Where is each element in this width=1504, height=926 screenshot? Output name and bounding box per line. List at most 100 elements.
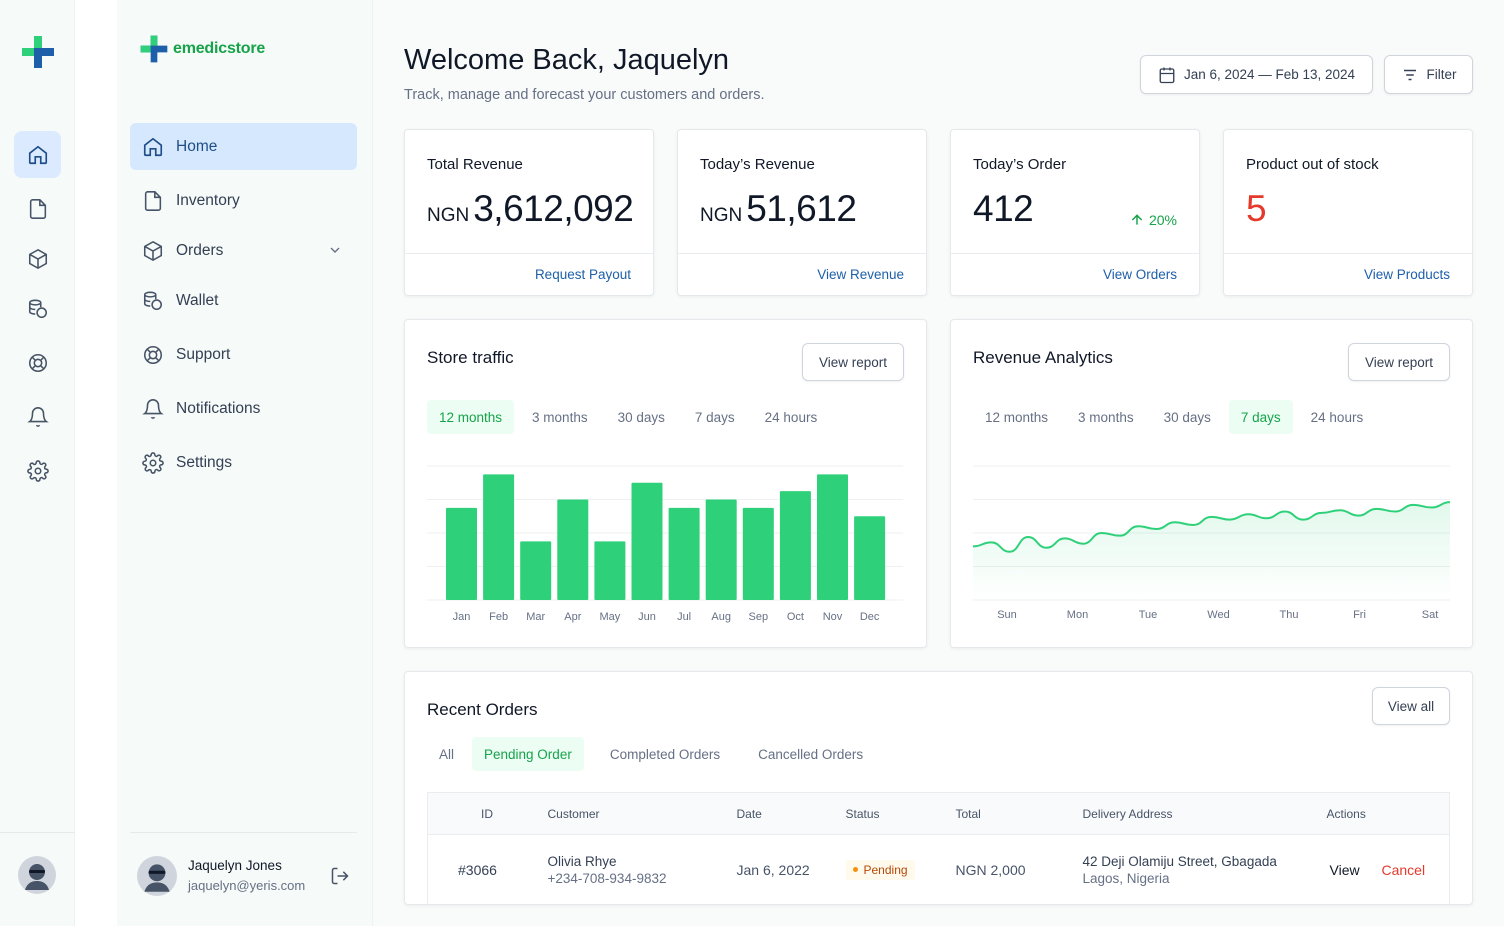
column-header[interactable]: Actions [1326,792,1450,835]
view-products-link[interactable]: View Products [1363,267,1450,282]
date-range-button[interactable]: Jan 6, 2024 — Feb 13, 2024 [1140,55,1373,94]
bar-apr [557,499,589,600]
filter-label: Filter [1426,67,1457,82]
x-tick-label: Jun [638,611,656,623]
view-order-link[interactable]: View [1329,861,1360,878]
stat-card-todays-order: Today’s Order 412 20% View Orders [950,129,1200,296]
stat-number: 412 [973,188,1034,229]
sidebar: emedicstore Home Inventory Orders Wallet… [117,0,373,926]
home-icon [143,137,163,156]
tab-7-days[interactable]: 7 days [1228,400,1293,434]
column-header[interactable]: Customer [547,792,737,835]
user-card[interactable]: Jaquelyn Jones jaquelyn@yeris.com [137,856,352,896]
series-line [973,501,1451,553]
column-header[interactable]: Status [845,792,956,835]
bar-nov [817,474,848,600]
tab-12-months[interactable]: 12 months [427,400,515,434]
rail-gear-icon[interactable] [14,447,61,494]
stat-number: 51,612 [746,188,857,229]
sidebar-item-label: Orders [176,241,224,259]
tab-30-days[interactable]: 30 days [617,409,665,425]
sidebar-item-inventory[interactable]: Inventory [130,177,357,224]
card-title: Recent Orders [427,700,538,719]
card-divider [951,253,1199,254]
area-fill [973,502,1450,600]
tab-completed[interactable]: Completed Orders [609,746,721,762]
view-orders-link[interactable]: View Orders [1102,267,1177,282]
order-total: NGN 2,000 [955,861,1026,878]
revenue-tabs: 12 months 3 months 30 days 7 days 24 hou… [973,400,1375,434]
tab-3-months[interactable]: 3 months [1078,409,1134,425]
rail-box-icon[interactable] [14,235,61,282]
rail-lifebuoy-icon[interactable] [14,339,61,386]
sidebar-item-support[interactable]: Support [130,331,357,378]
cancel-order-link[interactable]: Cancel [1381,861,1426,878]
orders-tabs: All Pending Order Completed Orders Cance… [405,737,875,771]
page-subtitle: Track, manage and forecast your customer… [404,87,765,103]
column-header[interactable]: Date [736,792,846,835]
box-icon [143,240,163,261]
sidebar-item-label: Inventory [176,191,240,209]
main-content: Welcome Back, Jaquelyn Track, manage and… [373,0,1504,926]
view-all-button[interactable]: View all [1372,687,1450,725]
trend-indicator: 20% [1129,212,1177,228]
stat-value: NGN 51,612 [700,188,857,230]
rail-coins-icon[interactable] [14,285,61,332]
tab-30-days[interactable]: 30 days [1163,409,1211,425]
sidebar-item-settings[interactable]: Settings [130,439,357,486]
stat-label: Today’s Order [973,156,1067,173]
tab-24-hours[interactable]: 24 hours [1310,409,1364,425]
trend-value: 20% [1148,212,1177,228]
column-header[interactable]: Total [955,792,1083,835]
card-divider [1224,253,1472,254]
sidebar-item-notifications[interactable]: Notifications [130,385,357,432]
tab-cancelled[interactable]: Cancelled Orders [758,746,864,762]
x-tick-label: May [600,611,621,623]
address-cell: 42 Deji Olamiju Street, Gbagada Lagos, N… [1083,835,1327,905]
tab-pending[interactable]: Pending Order [472,737,584,771]
logo-icon[interactable] [20,34,56,75]
chevron-down-icon[interactable] [327,242,343,258]
card-divider [678,253,926,254]
rail-bell-icon[interactable] [14,393,61,440]
tab-all[interactable]: All [439,746,455,762]
x-tick-label: Sun [997,609,1017,621]
sidebar-item-label: Home [176,137,218,155]
bar-jul [668,507,700,600]
brand[interactable]: emedicstore [139,34,265,64]
file-icon [144,190,162,211]
address-city: Lagos, Nigeria [1082,870,1170,886]
view-report-button[interactable]: View report [1348,343,1450,381]
rail-file-icon[interactable] [14,185,61,232]
lifebuoy-icon [143,345,163,364]
table-row[interactable]: #3066 Olivia Rhye +234-708-934-9832 Jan … [428,835,1450,905]
column-header[interactable]: ID [427,792,548,835]
rail-home-icon[interactable] [14,131,61,178]
sidebar-item-home[interactable]: Home [130,123,357,170]
sidebar-item-orders[interactable]: Orders [130,227,357,274]
view-report-button[interactable]: View report [802,343,904,381]
x-tick-label: Jan [453,611,471,623]
stat-card-total-revenue: Total Revenue NGN 3,612,092 Request Payou… [404,129,654,296]
customer-cell: Olivia Rhye +234-708-934-9832 [548,835,737,905]
card-title: Store traffic [427,348,514,367]
revenue-area-chart: Sun Mon Tue Wed Thu Fri Sat [973,465,1451,621]
filter-button[interactable]: Filter [1384,55,1473,94]
tab-24-hours[interactable]: 24 hours [764,409,818,425]
sidebar-divider [130,832,357,833]
logout-icon[interactable] [330,866,350,886]
status-cell: Pending [845,835,956,905]
status-label: Pending [863,862,908,877]
filter-icon [1403,69,1416,80]
sidebar-item-wallet[interactable]: Wallet [130,277,357,324]
store-traffic-bar-chart: Jan Feb Mar Apr May Jun Jul Aug Sep Oct Nov Dec [427,465,903,623]
avatar[interactable] [18,856,56,899]
tab-7-days[interactable]: 7 days [694,409,735,425]
tab-3-months[interactable]: 3 months [532,409,588,425]
tab-12-months[interactable]: 12 months [985,409,1049,425]
stat-label: Today’s Revenue [700,156,815,173]
bar-feb [483,474,515,600]
column-header[interactable]: Delivery Address [1082,792,1327,835]
request-payout-link[interactable]: Request Payout [534,267,631,282]
view-revenue-link[interactable]: View Revenue [817,267,904,282]
